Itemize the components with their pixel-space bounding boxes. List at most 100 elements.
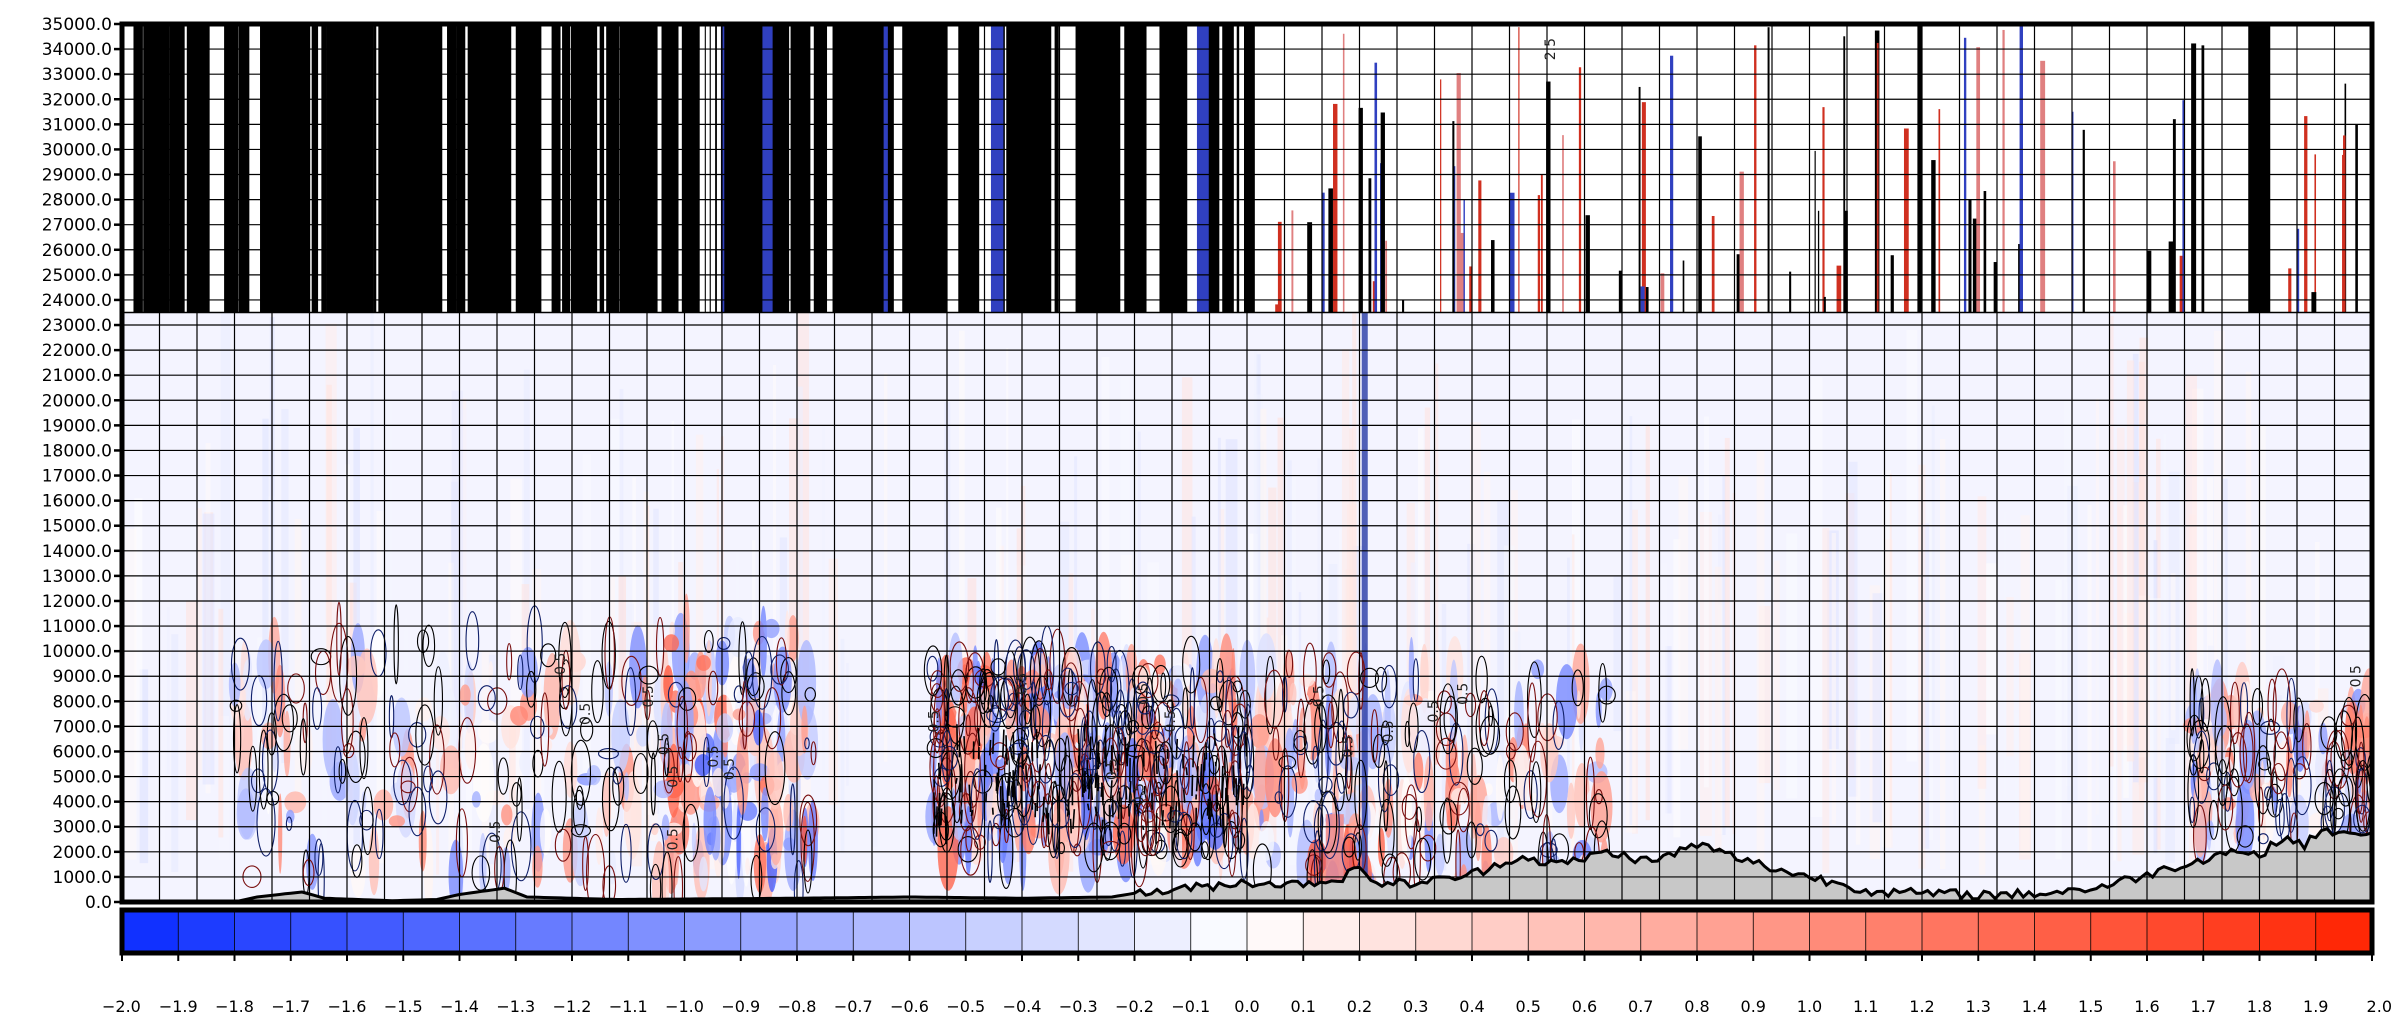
contour-line	[1213, 733, 1217, 746]
field-cell	[1576, 690, 1581, 719]
contour-line	[1005, 750, 1008, 765]
streak	[1342, 33, 1345, 313]
contour-line	[965, 714, 971, 737]
streak	[2172, 119, 2176, 313]
field-stripe	[846, 663, 849, 786]
contour-line	[958, 783, 961, 803]
colorbar-label: 1.1	[1853, 997, 1878, 1016]
contour-line	[1401, 793, 1417, 820]
contour-line	[930, 683, 944, 713]
field-stripe	[2113, 658, 2117, 861]
contour-line	[230, 637, 250, 691]
contour-line	[1442, 797, 1453, 864]
contour-line	[1132, 665, 1149, 695]
contour-line	[554, 828, 572, 862]
colorbar-label: −1.8	[215, 997, 254, 1016]
contour-line	[1019, 636, 1041, 711]
colorbar-segment	[1921, 909, 1980, 954]
contour-line	[1089, 641, 1106, 694]
colorbar-segment	[177, 909, 236, 954]
contour-line	[261, 729, 279, 794]
streak	[1223, 24, 1234, 313]
streak	[1562, 135, 1564, 313]
contour-line	[598, 747, 619, 760]
contour-line	[285, 816, 293, 831]
streak	[2288, 268, 2292, 313]
streak	[1682, 260, 1685, 313]
contour-line	[673, 856, 684, 902]
field-stripe	[1906, 329, 1918, 762]
contour-line	[1047, 812, 1050, 835]
contour-line	[582, 836, 589, 891]
contour-line	[1083, 822, 1104, 873]
contour-line	[800, 801, 815, 882]
contour-line	[1189, 667, 1195, 730]
field-stripe	[1831, 533, 1836, 825]
field-cell	[373, 789, 394, 821]
field-cell	[763, 618, 780, 639]
y-tick-label: 22000.0	[42, 341, 112, 361]
field-cell	[691, 822, 697, 856]
contour-label: 2.5	[1543, 38, 1559, 60]
streak	[688, 24, 700, 313]
streak	[809, 24, 811, 313]
streak	[1333, 103, 1338, 313]
streak	[728, 24, 739, 313]
contour-line	[529, 715, 545, 739]
contour-line	[960, 809, 963, 824]
streak	[990, 24, 1004, 313]
streak	[360, 24, 364, 313]
field-cell	[732, 799, 738, 843]
streak	[1963, 37, 1967, 313]
contour-line	[1149, 831, 1166, 854]
contour-line	[1413, 729, 1431, 794]
contour-line	[638, 665, 659, 685]
field-cell	[1192, 821, 1203, 867]
contour-line	[1077, 728, 1080, 744]
field-stripe	[1424, 407, 1431, 843]
contour-line	[1382, 764, 1400, 796]
streak	[721, 24, 725, 313]
contour-line	[1303, 800, 1324, 844]
contour-label: 0.5	[1163, 710, 1179, 732]
field-cell	[783, 793, 794, 832]
contour-line	[955, 777, 958, 784]
colorbar-segment	[1977, 909, 2036, 954]
y-tick-label: 3000.0	[53, 818, 112, 838]
field-stripe	[1101, 357, 1110, 808]
field-cell	[727, 616, 749, 658]
field-stripe	[611, 418, 622, 752]
streak	[1876, 42, 1879, 313]
field-stripe	[2165, 738, 2175, 863]
colorbar-segment	[627, 909, 686, 954]
contour-line	[258, 729, 269, 810]
streak	[1469, 266, 1473, 313]
streak	[1736, 254, 1740, 313]
contour-line	[1161, 785, 1181, 834]
colorbar-segment	[1640, 909, 1698, 954]
field-cell	[278, 793, 283, 874]
contour-line	[1012, 770, 1015, 801]
contour-line	[1026, 763, 1036, 798]
contour-line	[1296, 698, 1306, 779]
streak	[676, 24, 678, 313]
field-cell	[2280, 700, 2297, 730]
contour-line	[789, 783, 796, 856]
streak	[1968, 199, 1972, 313]
contour-line	[1083, 780, 1087, 792]
contour-line	[612, 766, 623, 785]
contour-line	[1175, 738, 1179, 759]
streak	[941, 24, 948, 313]
contour-line	[1187, 822, 1203, 852]
contour-line	[1333, 772, 1345, 812]
streak	[720, 24, 733, 313]
field-cell	[539, 808, 552, 856]
streak	[1789, 271, 1792, 313]
contour-line	[1117, 822, 1132, 845]
contour-line	[1166, 699, 1174, 713]
streak	[715, 24, 717, 313]
contour-line	[707, 670, 719, 706]
field-stripe	[1137, 431, 1141, 807]
streak	[1836, 265, 1842, 313]
